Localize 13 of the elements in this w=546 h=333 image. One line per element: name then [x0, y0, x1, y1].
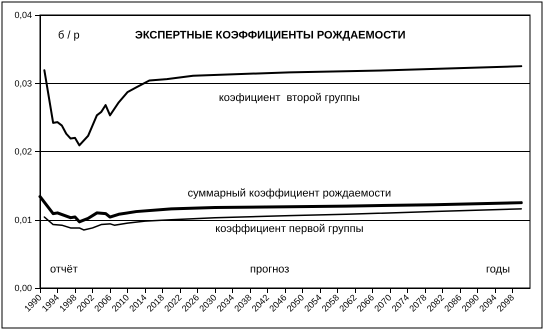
y-tick-label: 0,03	[14, 78, 32, 88]
y-axis-title: б / р	[58, 30, 80, 42]
y-tick-label: 0,01	[14, 214, 32, 225]
y-tick-label: 0,04	[14, 10, 32, 20]
annotation: отчёт	[50, 264, 78, 276]
series-label: коэффициент первой группы	[215, 223, 364, 236]
series-label: коэфициент второй группы	[218, 92, 360, 104]
annotation: прогноз	[250, 264, 290, 276]
y-tick-label: 0,00	[14, 283, 32, 293]
y-tick-label: 0,02	[14, 146, 32, 156]
series-label: суммарный коэффициент рождаемости	[188, 187, 392, 200]
text: ЭКСПЕРТНЫЕ КОЭФФИЦИЕНТЫ РОЖДАЕМОСТИ	[135, 30, 406, 42]
x-axis-title: годы	[486, 264, 510, 276]
